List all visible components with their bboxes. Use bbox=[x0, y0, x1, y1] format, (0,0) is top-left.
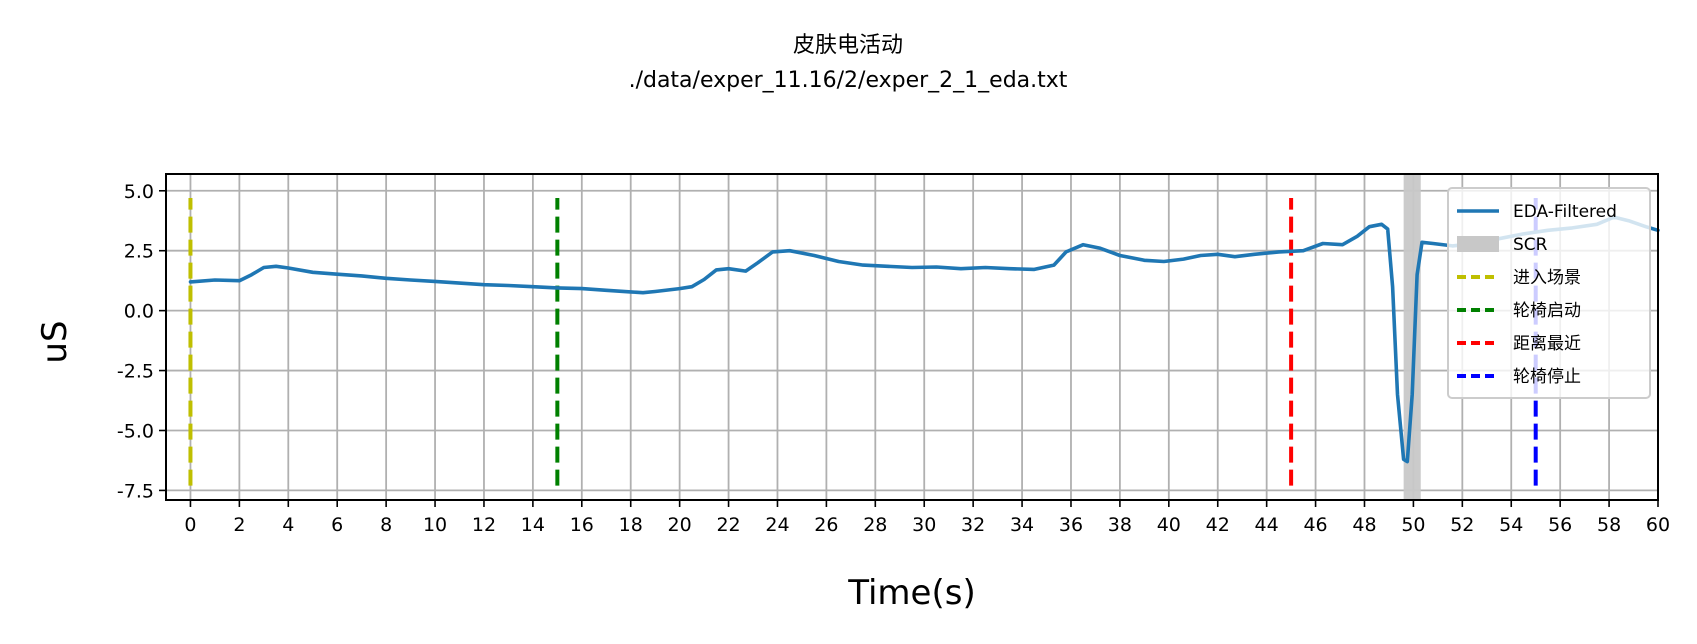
x-tick-label: 8 bbox=[380, 514, 392, 536]
legend-label: 轮椅启动 bbox=[1513, 301, 1581, 321]
legend-label: 进入场景 bbox=[1513, 268, 1581, 288]
y-tick-label: -7.5 bbox=[117, 480, 154, 502]
plot-frame bbox=[165, 173, 1659, 501]
x-tick-label: 44 bbox=[1255, 514, 1279, 536]
x-tick-label: 42 bbox=[1206, 514, 1230, 536]
plot-background bbox=[166, 174, 1658, 500]
y-axis-label: uS bbox=[35, 320, 75, 363]
eda-filtered-line bbox=[188, 215, 1660, 464]
x-tick-label: 22 bbox=[716, 514, 740, 536]
y-tick-label: 5.0 bbox=[124, 181, 154, 203]
y-tick-label: -5.0 bbox=[117, 420, 154, 442]
x-tick-label: 32 bbox=[961, 514, 985, 536]
x-tick-label: 12 bbox=[472, 514, 496, 536]
x-tick-label: 36 bbox=[1059, 514, 1083, 536]
legend-label: 距离最近 bbox=[1513, 334, 1581, 354]
x-tick-label: 24 bbox=[765, 514, 789, 536]
x-tick-label: 6 bbox=[331, 514, 343, 536]
x-tick-label: 0 bbox=[184, 514, 196, 536]
grid-lines bbox=[166, 174, 1659, 500]
legend-label: EDA-Filtered bbox=[1513, 202, 1617, 222]
x-tick-label: 4 bbox=[282, 514, 294, 536]
x-tick-label: 46 bbox=[1303, 514, 1327, 536]
y-tick-label: -2.5 bbox=[117, 361, 154, 383]
x-tick-label: 14 bbox=[521, 514, 545, 536]
x-tick-label: 56 bbox=[1548, 514, 1572, 536]
x-tick-label: 38 bbox=[1108, 514, 1132, 536]
x-axis-label: Time(s) bbox=[847, 573, 975, 613]
legend-label: 轮椅停止 bbox=[1513, 367, 1581, 387]
x-tick-label: 34 bbox=[1010, 514, 1034, 536]
x-tick-label: 10 bbox=[423, 514, 447, 536]
legend-swatch-patch bbox=[1457, 236, 1499, 252]
x-tick-label: 60 bbox=[1646, 514, 1670, 536]
x-tick-label: 48 bbox=[1352, 514, 1376, 536]
x-tick-label: 30 bbox=[912, 514, 936, 536]
scr-span bbox=[1403, 174, 1421, 500]
legend-label: SCR bbox=[1513, 235, 1548, 255]
scr-span-layer bbox=[1403, 174, 1421, 500]
x-axis-ticks: 0 2 4 6 8 10 12 14 16 18 20 22 24 26 28 30 32 34 36 38 40 42 4… bbox=[184, 500, 1670, 536]
x-tick-label: 20 bbox=[668, 514, 692, 536]
x-tick-label: 28 bbox=[863, 514, 887, 536]
x-tick-label: 26 bbox=[814, 514, 838, 536]
plot-border bbox=[165, 173, 1659, 501]
x-tick-label: 54 bbox=[1499, 514, 1523, 536]
chart-title: 皮肤电活动 bbox=[793, 33, 903, 58]
x-tick-label: 50 bbox=[1401, 514, 1425, 536]
y-tick-label: 2.5 bbox=[124, 241, 154, 263]
chart-subtitle: ./data/exper_11.16/2/exper_2_1_eda.txt bbox=[629, 68, 1068, 93]
x-tick-label: 58 bbox=[1597, 514, 1621, 536]
y-tick-label: 0.0 bbox=[124, 301, 154, 323]
plot-area bbox=[166, 174, 1658, 500]
x-tick-label: 18 bbox=[619, 514, 643, 536]
series-layer bbox=[188, 215, 1660, 464]
x-tick-label: 52 bbox=[1450, 514, 1474, 536]
x-tick-label: 40 bbox=[1157, 514, 1181, 536]
x-tick-label: 16 bbox=[570, 514, 594, 536]
x-tick-label: 2 bbox=[233, 514, 245, 536]
y-axis-ticks: 5.0 2.5 0.0 -2.5 -5.0 -7.5 bbox=[117, 181, 166, 502]
